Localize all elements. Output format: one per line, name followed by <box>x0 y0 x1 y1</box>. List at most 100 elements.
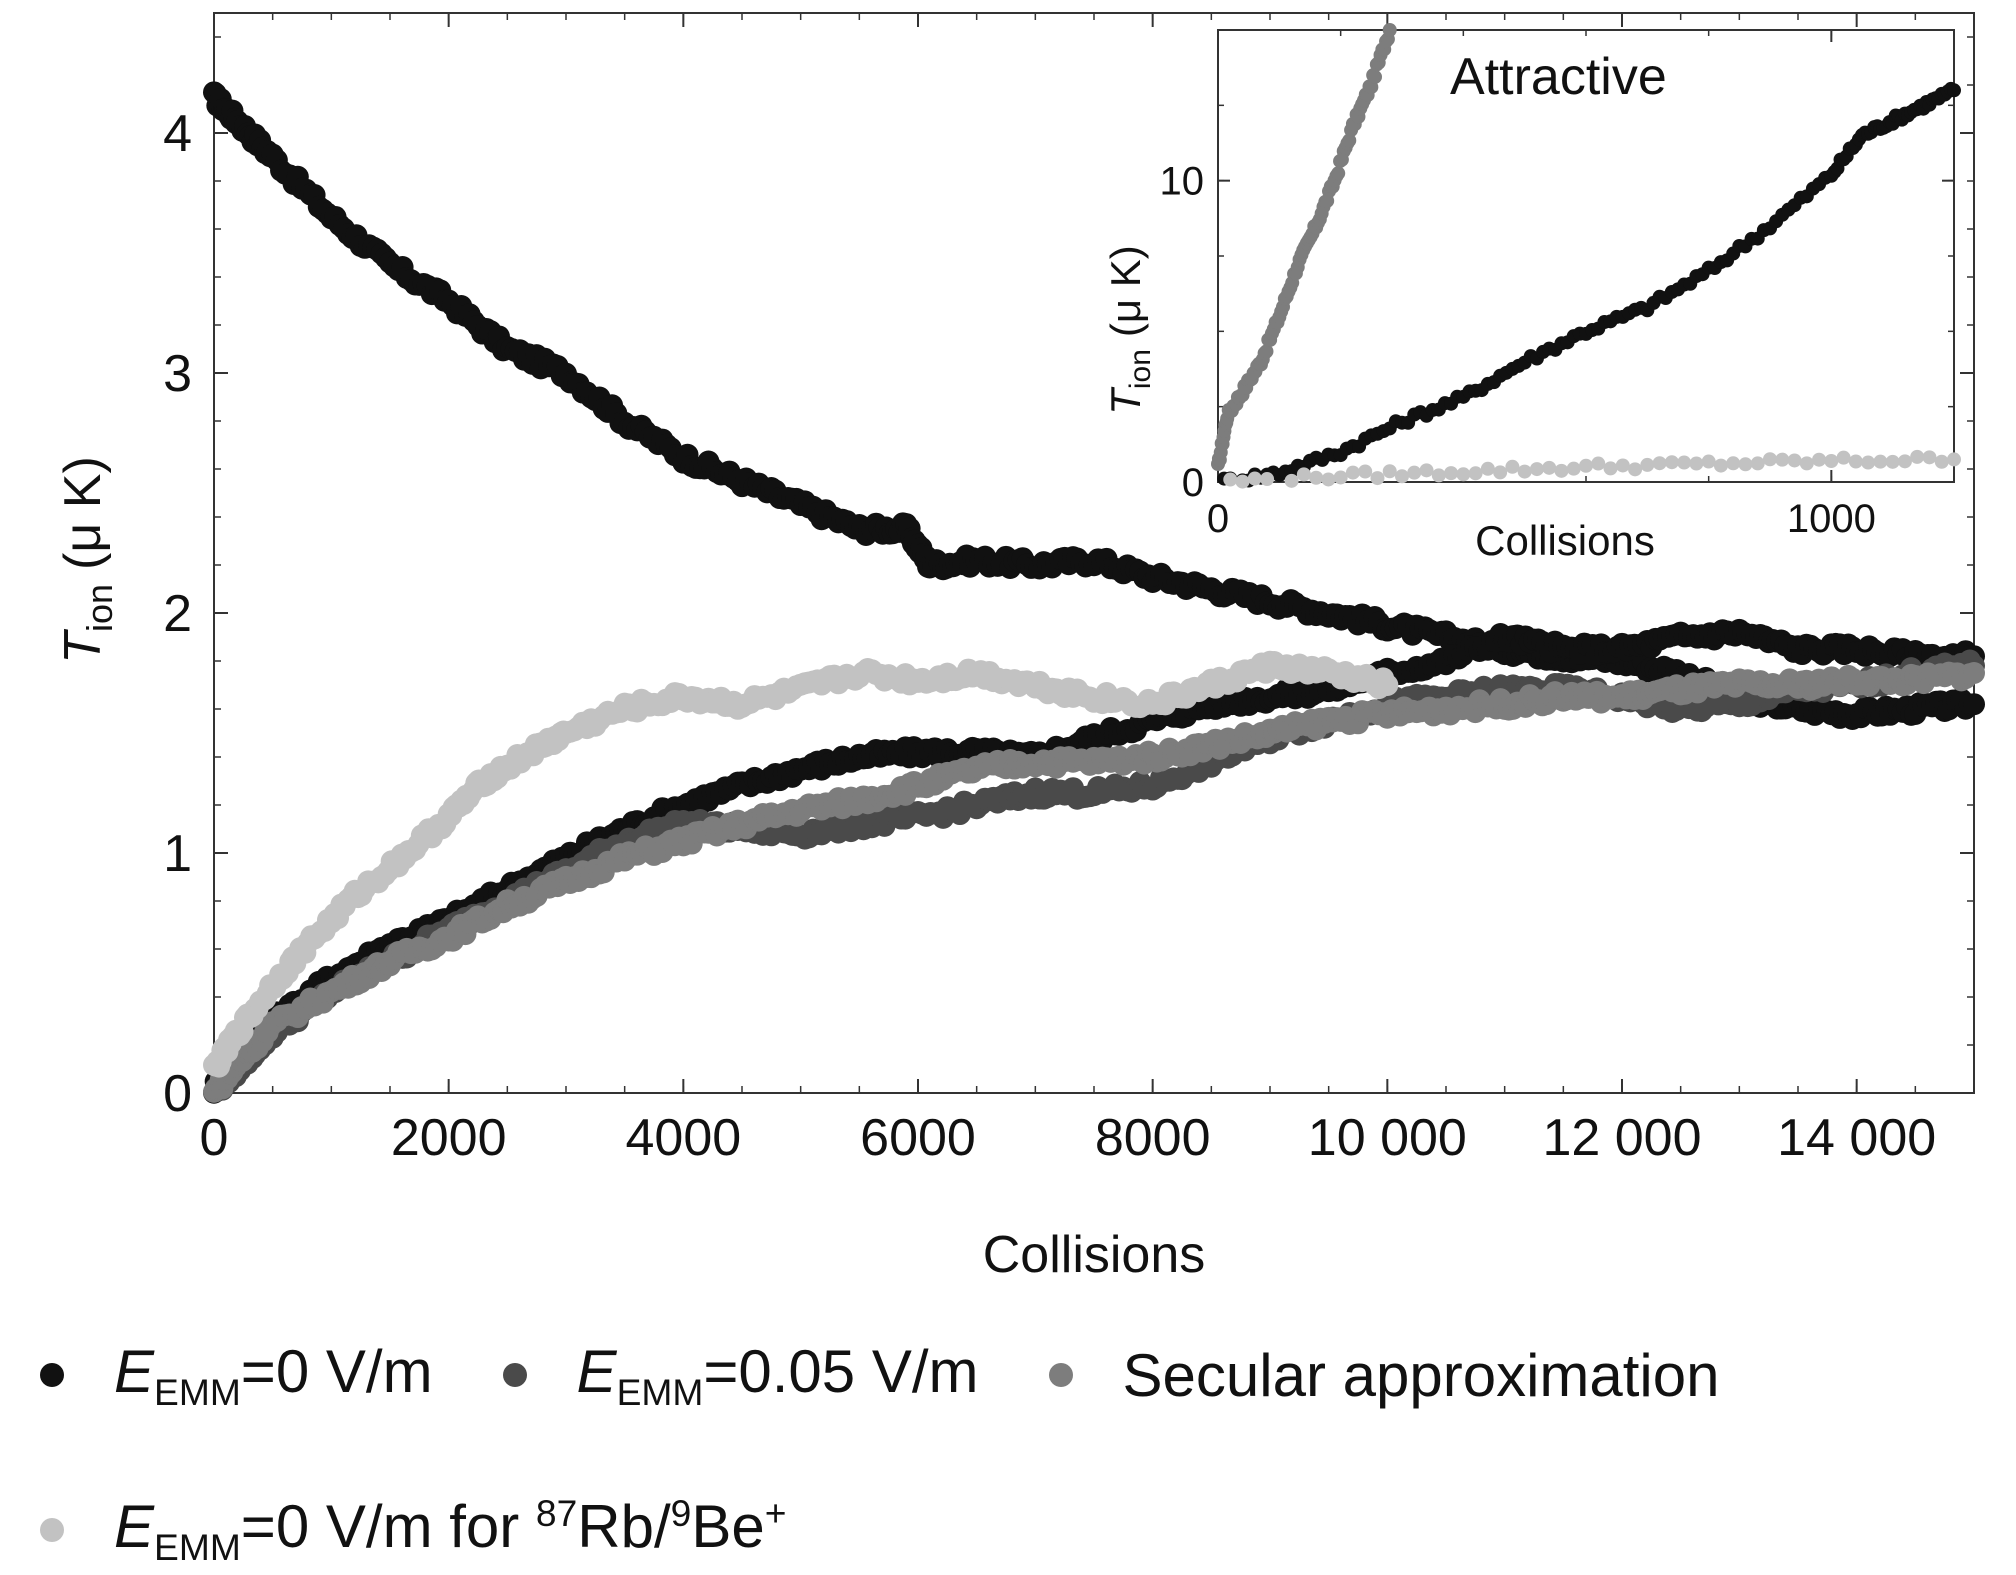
inset-point <box>1345 465 1360 480</box>
inset-point <box>1603 461 1618 476</box>
inset-point <box>1652 456 1667 471</box>
legend-row-1: EEMM=0 V/m EEMM=0.05 V/m Secular approxi… <box>40 1330 1789 1420</box>
inset-point <box>1579 458 1593 473</box>
inset-point <box>1836 450 1851 465</box>
inset-point <box>1431 468 1446 483</box>
main-point <box>1963 662 1985 684</box>
inset-y-title-T: T <box>1102 386 1149 415</box>
legend-marker-icon <box>1048 1363 1073 1387</box>
main-plot: 0 2000 4000 6000 8000 10 000 12 000 14 000 0 1 2 3 4… <box>54 12 1985 1284</box>
main-y-tick-label: 4 <box>163 105 192 163</box>
main-series-e-emm-0-05-v-m <box>204 649 1985 1102</box>
inset-point <box>1885 454 1900 469</box>
main-x-tick-label: 10 000 <box>1308 1109 1467 1167</box>
inset-point <box>1456 467 1471 482</box>
inset-point <box>1628 462 1643 477</box>
svg-text:Tion(μ K): Tion (μ K) <box>1102 245 1157 415</box>
inset-y-axis-title: Tion (μ K) <box>1102 245 1157 415</box>
inset-point <box>1331 166 1346 181</box>
inset-x-axis-title: Collisions <box>1475 517 1655 564</box>
inset-series-secular-approximation <box>1211 23 1397 472</box>
main-series-e-emm-0-v-m-for-87rb-9be <box>203 650 1399 1078</box>
inset-point <box>1640 457 1655 472</box>
inset-point <box>1309 470 1324 485</box>
legend-marker-icon <box>40 1518 64 1542</box>
inset-point <box>1787 453 1802 468</box>
legend-label-eemm-0: EEMM=0 V/m <box>114 1337 433 1413</box>
main-x-axis-title: Collisions <box>983 1226 1206 1284</box>
inset-point <box>1395 469 1409 484</box>
main-y-title-T: T <box>54 629 112 664</box>
main-y-tick-label: 2 <box>163 585 192 643</box>
main-series-secular-approximation <box>203 661 1985 1103</box>
inset-point <box>1517 464 1532 479</box>
inset-point <box>1591 456 1606 471</box>
main-x-tick-label: 0 <box>200 1109 229 1167</box>
inset-point <box>1444 466 1459 481</box>
inset-point <box>1922 450 1937 465</box>
inset-y-tick-label: 10 <box>1160 160 1205 204</box>
inset-series <box>1211 23 1961 489</box>
inset-point <box>1947 83 1961 98</box>
main-y-tick-label: 0 <box>163 1065 192 1123</box>
legend-row-2: EEMM=0 V/m for 87Rb/9Be+ <box>40 1485 856 1575</box>
inset-ticks: 0 1000 0 10 <box>1160 29 1955 541</box>
inset-point <box>1713 458 1728 473</box>
legend: EEMM=0 V/m EEMM=0.05 V/m Secular approxi… <box>0 1310 2016 1573</box>
svg-text:Tion(μ K): Tion (μ K) <box>54 456 120 664</box>
legend-marker-icon <box>40 1363 64 1387</box>
inset-point <box>1934 454 1949 469</box>
inset-point <box>1468 466 1483 481</box>
main-y-title-unit: (μ K) <box>54 456 112 570</box>
main-y-axis-title: Tion (μ K) <box>54 456 120 664</box>
inset-point <box>1259 344 1274 359</box>
inset-point <box>1615 458 1630 473</box>
main-x-tick-label: 12 000 <box>1542 1109 1701 1167</box>
inset-y-tick-label: 0 <box>1182 461 1204 505</box>
inset-point <box>1382 23 1397 37</box>
inset-point <box>1419 463 1434 478</box>
inset-point <box>1726 456 1741 471</box>
inset-point <box>1677 455 1692 470</box>
inset-series-e-emm-0-05-v-m <box>1223 449 1961 489</box>
legend-item-secular: Secular approximation <box>1048 1341 1719 1410</box>
main-series <box>203 81 1985 1104</box>
inset-title: Attractive <box>1450 48 1667 106</box>
inset-point <box>1260 472 1275 487</box>
inset-point <box>1407 465 1422 480</box>
inset-point <box>1554 463 1569 478</box>
inset-point <box>1223 472 1238 487</box>
inset-point <box>1775 452 1790 467</box>
legend-marker-icon <box>502 1363 527 1387</box>
legend-label-rb-be: EEMM=0 V/m for 87Rb/9Be+ <box>114 1491 787 1568</box>
inset-point <box>1382 464 1397 479</box>
inset-point <box>1861 455 1876 470</box>
inset-point <box>1370 471 1385 486</box>
inset-point <box>1480 461 1495 476</box>
main-series-e-emm-0-v-m <box>203 81 1985 730</box>
legend-item-eemm-005: EEMM=0.05 V/m <box>502 1337 979 1414</box>
main-x-tick-label: 6000 <box>860 1109 976 1167</box>
inset-point <box>1247 471 1262 486</box>
inset-point <box>1566 461 1581 476</box>
inset-point <box>1368 69 1383 84</box>
inset-point <box>1848 454 1863 469</box>
main-x-tick-label: 4000 <box>625 1109 741 1167</box>
inset-x-tick-label: 0 <box>1207 497 1229 541</box>
inset-y-title-unit: (μ K) <box>1102 245 1149 337</box>
main-x-tick-label: 2000 <box>391 1109 507 1167</box>
inset-point <box>1799 456 1814 471</box>
inset-point <box>1750 456 1765 471</box>
main-y-tick-label: 3 <box>163 345 192 403</box>
inset-point <box>1824 454 1839 469</box>
inset-point <box>1333 470 1348 485</box>
inset-point <box>1812 452 1827 467</box>
inset-point <box>1284 473 1299 488</box>
inset-point <box>1664 455 1679 470</box>
legend-label-eemm-005: EEMM=0.05 V/m <box>576 1337 979 1413</box>
inset-x-tick-label: 1000 <box>1787 497 1876 541</box>
main-ticks: 0 2000 4000 6000 8000 10 000 12 000 14 000 0 1 2 3 4 <box>163 13 1975 1167</box>
inset-point <box>1358 464 1373 479</box>
inset-point <box>1873 454 1888 469</box>
inset-point <box>1910 449 1925 464</box>
